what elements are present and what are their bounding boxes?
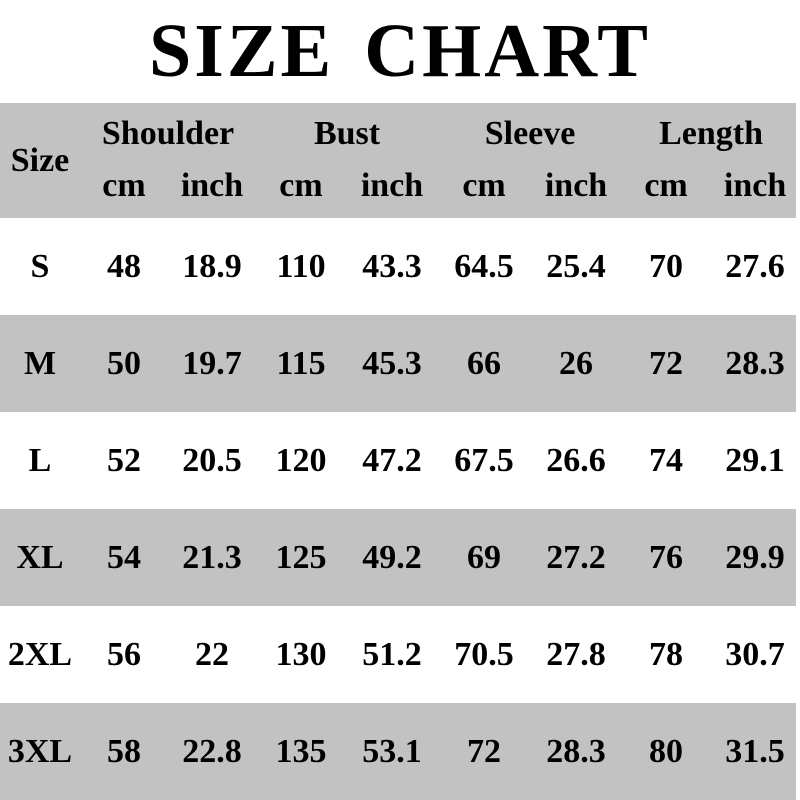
column-header-length: Length [659,115,764,152]
size-label: 2XL [7,635,73,673]
cell-sleeve-inch: 27.2 [546,538,606,576]
size-row-s: S 48 18.9 110 43.3 64.5 25.4 70 27.6 [0,218,800,315]
cell-shoulder-cm: 48 [107,247,141,285]
cell-sleeve-inch: 27.8 [546,635,606,673]
column-header-size: Size [10,141,70,179]
size-row-m: M 50 19.7 115 45.3 66 26 72 28.3 [0,315,800,412]
cell-sleeve-cm: 67.5 [454,441,514,479]
cell-length-cm: 74 [649,441,684,479]
unit-header-sleeve-cm: cm [462,167,506,204]
unit-header-bust-inch: inch [360,167,424,204]
cell-bust-cm: 125 [275,538,327,576]
cell-length-cm: 80 [649,732,684,770]
cell-length-inch: 27.6 [725,247,785,285]
cell-sleeve-inch: 25.4 [546,247,606,285]
unit-header-shoulder-inch: inch [180,167,244,204]
cell-length-inch: 29.1 [725,441,785,479]
cell-shoulder-cm: 52 [107,441,141,479]
column-header-sleeve: Sleeve [484,115,576,152]
size-label: M [23,344,57,382]
cell-bust-inch: 45.3 [362,344,422,382]
cell-bust-inch: 49.2 [362,538,422,576]
cell-length-inch: 30.7 [725,635,785,673]
cell-shoulder-inch: 22.8 [182,732,242,770]
cell-shoulder-cm: 58 [107,732,141,770]
cell-bust-cm: 110 [276,247,326,285]
cell-length-cm: 72 [649,344,684,382]
cell-sleeve-cm: 70.5 [454,635,514,673]
cell-shoulder-inch: 21.3 [182,538,242,576]
unit-header-length-inch: inch [723,167,787,204]
size-label: L [28,441,52,479]
cell-bust-cm: 130 [275,635,327,673]
unit-header-sleeve-inch: inch [544,167,608,204]
cell-length-cm: 70 [649,247,684,285]
cell-bust-inch: 51.2 [362,635,422,673]
cell-shoulder-inch: 19.7 [182,344,242,382]
unit-header-length-cm: cm [644,167,688,204]
size-label: S [30,247,50,285]
cell-shoulder-cm: 54 [107,538,141,576]
cell-bust-cm: 120 [275,441,327,479]
size-label: 3XL [7,732,73,770]
cell-sleeve-cm: 64.5 [454,247,514,285]
header-unit-row: cm inch cm inch cm inch cm inch [0,165,800,218]
cell-sleeve-inch: 28.3 [546,732,606,770]
column-header-shoulder: Shoulder [101,115,235,152]
cell-shoulder-cm: 56 [107,635,141,673]
size-row-l: L 52 20.5 120 47.2 67.5 26.6 74 29.1 [0,412,800,509]
header-group-row: Size Shoulder Bust Sleeve Length [0,103,800,179]
cell-bust-inch: 53.1 [362,732,422,770]
unit-header-shoulder-cm: cm [102,167,146,204]
size-row-3xl: 3XL 58 22.8 135 53.1 72 28.3 80 31.5 [0,703,800,800]
cell-length-cm: 76 [649,538,684,576]
cell-length-inch: 29.9 [725,538,785,576]
size-label: XL [16,538,64,576]
cell-shoulder-inch: 18.9 [182,247,242,285]
cell-sleeve-cm: 72 [467,732,502,770]
cell-sleeve-inch: 26.6 [546,441,606,479]
cell-bust-cm: 135 [275,732,327,770]
size-row-xl: XL 54 21.3 125 49.2 69 27.2 76 29.9 [0,509,800,606]
cell-shoulder-inch: 20.5 [182,441,242,479]
cell-sleeve-inch: 26 [559,344,594,382]
cell-bust-inch: 43.3 [362,247,422,285]
cell-bust-inch: 47.2 [362,441,422,479]
page-title: SIZE CHART [148,9,651,93]
cell-sleeve-cm: 69 [467,538,502,576]
size-row-2xl: 2XL 56 22 130 51.2 70.5 27.8 78 30.7 [0,606,800,703]
cell-length-cm: 78 [649,635,684,673]
size-table: Size Shoulder Bust Sleeve Length cm inch… [0,103,800,800]
cell-shoulder-inch: 22 [195,635,229,673]
right-margin-strip [796,103,800,800]
cell-shoulder-cm: 50 [107,344,141,382]
cell-bust-cm: 115 [276,344,326,382]
unit-header-bust-cm: cm [279,167,323,204]
cell-length-inch: 28.3 [725,344,785,382]
column-header-bust: Bust [313,115,381,152]
cell-length-inch: 31.5 [725,732,785,770]
cell-sleeve-cm: 66 [467,344,502,382]
